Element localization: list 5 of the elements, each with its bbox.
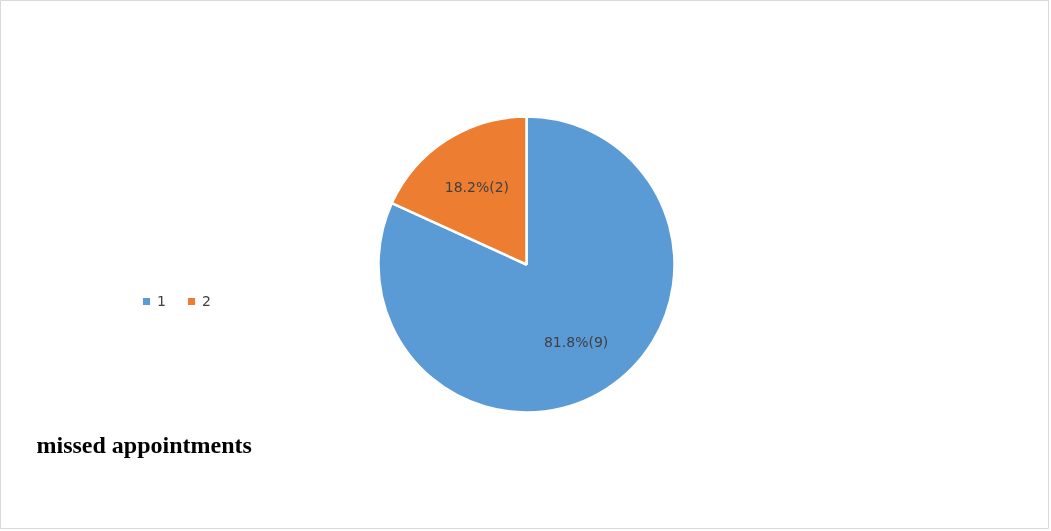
- text: missed appointments: [36, 431, 252, 458]
- legend-label: 1: [157, 293, 167, 309]
- data-label: 81.8%(9): [543, 333, 609, 350]
- legend-label: 2: [202, 293, 212, 309]
- data-label: 18.2%(2): [444, 179, 510, 196]
